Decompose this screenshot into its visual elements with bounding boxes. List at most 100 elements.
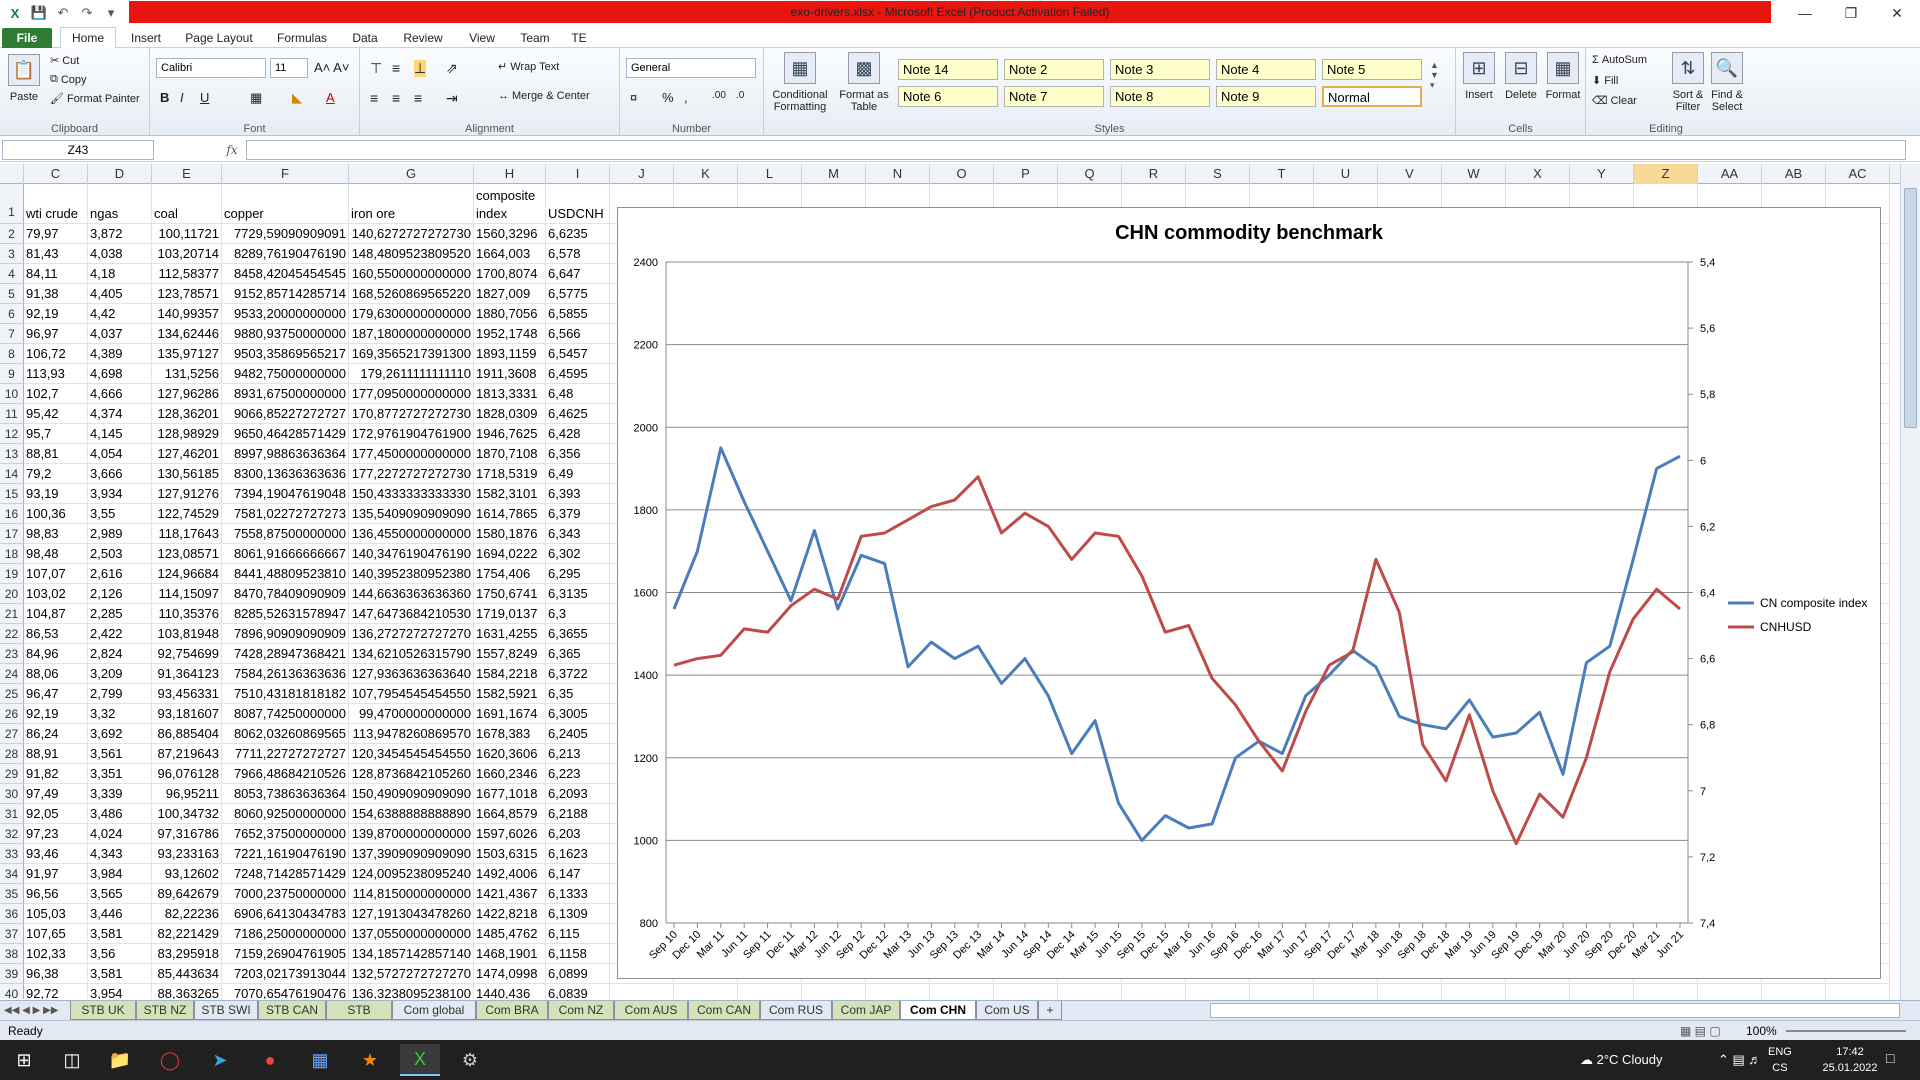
table-cell[interactable]: 6,295 xyxy=(546,564,610,584)
table-cell[interactable]: 98,48 xyxy=(24,544,88,564)
table-cell[interactable]: 139,8700000000000 xyxy=(349,824,474,844)
sheet-tab[interactable]: Com CAN xyxy=(688,1001,760,1020)
row-header[interactable]: 18 xyxy=(0,544,24,564)
empty-cell[interactable] xyxy=(1570,984,1634,999)
table-cell[interactable]: 8997,98863636364 xyxy=(222,444,349,464)
table-cell[interactable]: 124,96684 xyxy=(152,564,222,584)
table-cell[interactable]: 4,698 xyxy=(88,364,152,384)
table-cell[interactable]: 4,145 xyxy=(88,424,152,444)
column-header-x[interactable]: X xyxy=(1506,164,1570,184)
table-cell[interactable]: 83,295918 xyxy=(152,944,222,964)
column-header-m[interactable]: M xyxy=(802,164,866,184)
zoom-level[interactable]: 100% xyxy=(1746,1024,1777,1038)
table-cell[interactable]: 6,49 xyxy=(546,464,610,484)
table-cell[interactable]: 7966,48684210526 xyxy=(222,764,349,784)
table-cell[interactable]: 150,4909090909090 xyxy=(349,784,474,804)
table-cell[interactable]: 170,8772727272730 xyxy=(349,404,474,424)
sheet-nav-arrows-icon[interactable]: ◀◀ ◀ ▶ ▶▶ xyxy=(4,1005,59,1016)
notification-icon[interactable]: □ xyxy=(1886,1050,1895,1066)
table-cell[interactable]: 134,6210526315790 xyxy=(349,644,474,664)
row-header[interactable]: 40 xyxy=(0,984,24,999)
table-cell[interactable]: 154,6388888888890 xyxy=(349,804,474,824)
table-cell[interactable]: 130,56185 xyxy=(152,464,222,484)
table-cell[interactable]: 91,82 xyxy=(24,764,88,784)
table-cell[interactable]: 92,19 xyxy=(24,304,88,324)
table-cell[interactable]: 2,422 xyxy=(88,624,152,644)
tool-icon[interactable]: ⚙ xyxy=(461,1049,479,1070)
merge-center-button[interactable]: ↔ Merge & Center xyxy=(498,90,590,102)
style-note-8[interactable]: Note 8 xyxy=(1110,86,1210,107)
table-cell[interactable]: 4,054 xyxy=(88,444,152,464)
table-cell[interactable]: 7221,16190476190 xyxy=(222,844,349,864)
table-cell[interactable]: 1664,003 xyxy=(474,244,546,264)
style-note-9[interactable]: Note 9 xyxy=(1216,86,1316,107)
empty-cell[interactable] xyxy=(866,984,930,999)
formula-input[interactable] xyxy=(246,140,1906,160)
redo-icon[interactable]: ↷ xyxy=(81,5,93,20)
table-cell[interactable]: 6,379 xyxy=(546,504,610,524)
table-cell[interactable]: 134,62446 xyxy=(152,324,222,344)
table-cell[interactable]: 7248,71428571429 xyxy=(222,864,349,884)
style-note-7[interactable]: Note 7 xyxy=(1004,86,1104,107)
align-center-icon[interactable]: ≡ xyxy=(392,90,401,106)
bold-icon[interactable]: B xyxy=(160,90,170,105)
empty-cell[interactable] xyxy=(1442,984,1506,999)
table-cell[interactable]: 3,692 xyxy=(88,724,152,744)
empty-cell[interactable] xyxy=(610,984,674,999)
table-cell[interactable]: 82,22236 xyxy=(152,904,222,924)
row-header[interactable]: 33 xyxy=(0,844,24,864)
table-cell[interactable]: 88,91 xyxy=(24,744,88,764)
row-header[interactable]: 26 xyxy=(0,704,24,724)
table-cell[interactable]: 85,443634 xyxy=(152,964,222,984)
table-cell[interactable]: 7896,90909090909 xyxy=(222,624,349,644)
table-cell[interactable]: 3,565 xyxy=(88,884,152,904)
table-cell[interactable]: 3,666 xyxy=(88,464,152,484)
table-cell[interactable]: 6,48 xyxy=(546,384,610,404)
column-header-v[interactable]: V xyxy=(1378,164,1442,184)
table-cell[interactable]: 92,05 xyxy=(24,804,88,824)
table-cell[interactable]: 6,356 xyxy=(546,444,610,464)
zoom-slider[interactable] xyxy=(1786,1030,1906,1032)
table-cell[interactable]: 1827,009 xyxy=(474,284,546,304)
table-cell[interactable]: 89,642679 xyxy=(152,884,222,904)
table-cell[interactable]: 9503,35869565217 xyxy=(222,344,349,364)
column-header-h[interactable]: H xyxy=(474,164,546,184)
table-cell[interactable]: 1678,383 xyxy=(474,724,546,744)
table-cell[interactable]: 1492,4006 xyxy=(474,864,546,884)
sheet-tab[interactable]: Com JAP xyxy=(832,1001,900,1020)
table-cell[interactable]: 177,0950000000000 xyxy=(349,384,474,404)
table-cell[interactable]: 91,97 xyxy=(24,864,88,884)
telegram-icon[interactable]: ➤ xyxy=(212,1049,228,1070)
table-cell[interactable]: 107,7954545454550 xyxy=(349,684,474,704)
tab-page-layout[interactable]: Page Layout xyxy=(185,31,253,45)
table-cell[interactable]: 1584,2218 xyxy=(474,664,546,684)
column-header-o[interactable]: O xyxy=(930,164,994,184)
sheet-tab[interactable]: STB CAN xyxy=(258,1001,326,1020)
table-cell[interactable]: 8470,78409090909 xyxy=(222,584,349,604)
header-cell-h[interactable]: composite index xyxy=(474,184,546,224)
table-cell[interactable]: 96,95211 xyxy=(152,784,222,804)
minimize-icon[interactable]: — xyxy=(1798,5,1812,21)
table-cell[interactable]: 95,7 xyxy=(24,424,88,444)
column-header-f[interactable]: F xyxy=(222,164,349,184)
table-cell[interactable]: 8458,42045454545 xyxy=(222,264,349,284)
table-cell[interactable]: 9533,20000000000 xyxy=(222,304,349,324)
table-cell[interactable]: 6,3005 xyxy=(546,704,610,724)
table-cell[interactable]: 1620,3606 xyxy=(474,744,546,764)
table-cell[interactable]: 179,6300000000000 xyxy=(349,304,474,324)
row-header[interactable]: 25 xyxy=(0,684,24,704)
table-cell[interactable]: 95,42 xyxy=(24,404,88,424)
row-header[interactable]: 23 xyxy=(0,644,24,664)
table-cell[interactable]: 2,503 xyxy=(88,544,152,564)
table-cell[interactable]: 6,393 xyxy=(546,484,610,504)
header-cell-d[interactable]: ngas xyxy=(88,184,152,224)
table-cell[interactable]: 1474,0998 xyxy=(474,964,546,984)
table-cell[interactable]: 6,1309 xyxy=(546,904,610,924)
table-cell[interactable]: 1719,0137 xyxy=(474,604,546,624)
empty-cell[interactable] xyxy=(994,984,1058,999)
header-cell-c[interactable]: wti crude xyxy=(24,184,88,224)
empty-cell[interactable] xyxy=(1378,984,1442,999)
sheet-tab[interactable]: STB HUN xyxy=(326,1001,392,1036)
table-cell[interactable]: 92,19 xyxy=(24,704,88,724)
column-header-d[interactable]: D xyxy=(88,164,152,184)
